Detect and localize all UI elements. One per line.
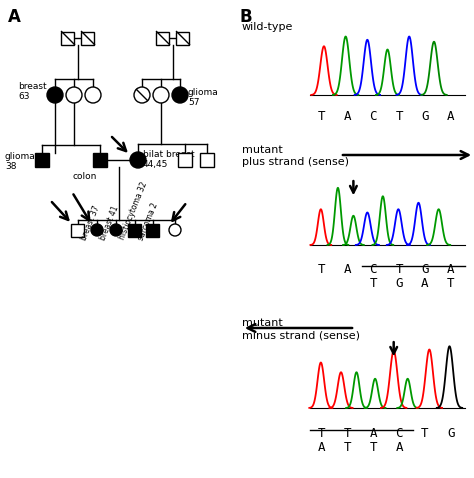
Text: A: A — [447, 110, 455, 123]
Text: bilat breast
44,45: bilat breast 44,45 — [143, 150, 195, 169]
Text: breast 41: breast 41 — [99, 204, 121, 241]
Text: G: G — [395, 277, 403, 290]
Text: G: G — [421, 110, 428, 123]
Circle shape — [47, 87, 63, 103]
Bar — [72, 224, 84, 237]
Text: A: A — [318, 441, 325, 454]
Bar — [62, 32, 74, 44]
Bar — [128, 224, 142, 237]
Text: T: T — [447, 277, 455, 290]
Circle shape — [153, 87, 169, 103]
Text: mutant: mutant — [242, 318, 283, 328]
Circle shape — [85, 87, 101, 103]
Text: T: T — [344, 441, 351, 454]
Text: T: T — [318, 110, 325, 123]
Circle shape — [130, 152, 146, 168]
Text: plus strand (sense): plus strand (sense) — [242, 157, 349, 167]
Circle shape — [110, 224, 122, 236]
Bar — [200, 153, 214, 167]
Circle shape — [91, 224, 103, 236]
Bar — [178, 153, 192, 167]
Text: T: T — [395, 263, 403, 276]
Text: C: C — [395, 427, 403, 440]
Text: mutant: mutant — [242, 145, 283, 155]
Bar — [35, 153, 49, 167]
Text: T: T — [421, 427, 428, 440]
Circle shape — [172, 87, 188, 103]
Text: T: T — [370, 441, 377, 454]
Text: G: G — [421, 263, 428, 276]
Bar — [93, 153, 107, 167]
Text: B: B — [240, 8, 253, 26]
Text: G: G — [447, 427, 455, 440]
Text: A: A — [447, 263, 455, 276]
Text: A: A — [344, 110, 351, 123]
Text: histiocytoma 32: histiocytoma 32 — [118, 181, 149, 241]
Text: T: T — [395, 110, 403, 123]
Text: breast 37: breast 37 — [80, 204, 102, 241]
Text: T: T — [318, 263, 325, 276]
Text: wild-type: wild-type — [242, 22, 293, 32]
Bar — [176, 32, 190, 44]
Text: A: A — [8, 8, 21, 26]
Bar — [146, 224, 159, 237]
Text: A: A — [370, 427, 377, 440]
Text: A: A — [344, 263, 351, 276]
Circle shape — [169, 224, 181, 236]
Text: C: C — [370, 110, 377, 123]
Circle shape — [134, 87, 150, 103]
Text: T: T — [370, 277, 377, 290]
Text: breast
63: breast 63 — [18, 82, 46, 101]
Text: glioma
57: glioma 57 — [188, 88, 219, 108]
Text: T: T — [344, 427, 351, 440]
Text: T: T — [318, 427, 325, 440]
Text: glioma
38: glioma 38 — [5, 152, 36, 172]
Text: A: A — [395, 441, 403, 454]
Bar — [156, 32, 170, 44]
Bar — [82, 32, 94, 44]
Text: A: A — [421, 277, 428, 290]
Text: minus strand (sense): minus strand (sense) — [242, 330, 360, 340]
Circle shape — [66, 87, 82, 103]
Text: C: C — [370, 263, 377, 276]
Text: colon: colon — [73, 172, 97, 181]
Text: sarcoma 2: sarcoma 2 — [137, 201, 160, 241]
